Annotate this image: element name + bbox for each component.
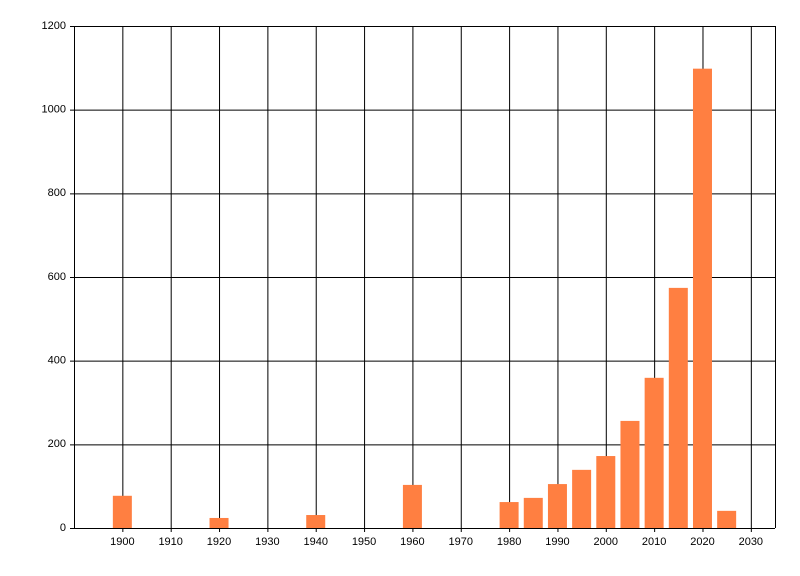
x-tick-label: 1980	[497, 536, 521, 548]
bar	[717, 510, 737, 528]
x-tick-label: 2030	[739, 536, 763, 548]
y-tick-label: 800	[48, 187, 66, 199]
bar	[523, 497, 543, 528]
y-tick-label: 400	[48, 355, 66, 367]
x-tick-label: 1960	[400, 536, 424, 548]
bar	[547, 484, 567, 528]
bar	[306, 515, 326, 528]
x-tick-label: 2020	[690, 536, 714, 548]
y-tick-label: 200	[48, 438, 66, 450]
bar	[209, 517, 229, 528]
bar	[402, 484, 422, 528]
y-tick-label: 0	[60, 522, 66, 534]
x-tick-label: 1900	[110, 536, 134, 548]
x-tick-label: 1990	[545, 536, 569, 548]
bar	[620, 420, 640, 528]
bar	[596, 456, 616, 528]
bar	[644, 377, 664, 528]
x-tick-label: 1940	[303, 536, 327, 548]
y-tick-label: 1200	[42, 20, 66, 32]
x-tick-label: 1950	[352, 536, 376, 548]
x-tick-label: 1970	[449, 536, 473, 548]
x-tick-label: 2000	[594, 536, 618, 548]
y-tick-label: 1000	[42, 104, 66, 116]
bar	[572, 469, 592, 528]
x-tick-label: 1920	[207, 536, 231, 548]
x-tick-label: 1910	[158, 536, 182, 548]
x-tick-label: 1930	[255, 536, 279, 548]
bar	[668, 287, 688, 528]
bar	[692, 68, 712, 529]
bar	[112, 495, 132, 528]
bar	[499, 502, 519, 528]
y-tick-label: 600	[48, 271, 66, 283]
x-tick-label: 2010	[642, 536, 666, 548]
